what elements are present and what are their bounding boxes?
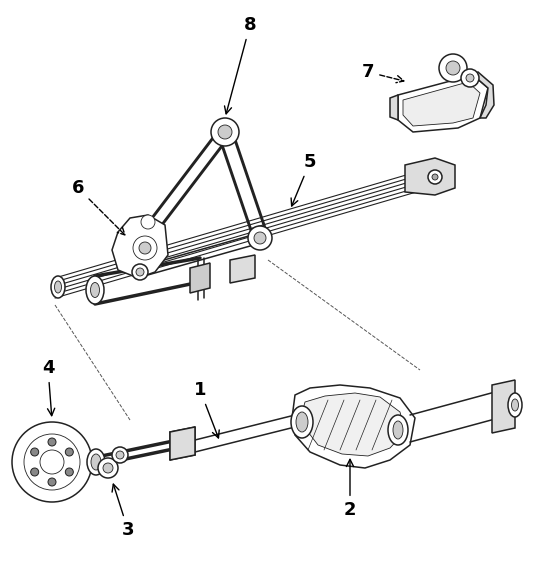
- Ellipse shape: [508, 393, 522, 417]
- Ellipse shape: [393, 421, 403, 439]
- Circle shape: [40, 450, 64, 474]
- Circle shape: [31, 468, 39, 476]
- Text: 1: 1: [194, 381, 219, 438]
- Polygon shape: [398, 75, 488, 132]
- Ellipse shape: [512, 399, 518, 411]
- Circle shape: [428, 170, 442, 184]
- Circle shape: [48, 478, 56, 486]
- Circle shape: [65, 468, 73, 476]
- Circle shape: [24, 434, 80, 490]
- Ellipse shape: [291, 406, 313, 438]
- Circle shape: [141, 215, 155, 229]
- Circle shape: [48, 438, 56, 446]
- Polygon shape: [292, 385, 415, 468]
- Circle shape: [461, 69, 479, 87]
- Text: 7: 7: [362, 63, 404, 83]
- Polygon shape: [403, 82, 480, 126]
- Circle shape: [112, 447, 128, 463]
- Ellipse shape: [86, 276, 104, 304]
- Circle shape: [133, 236, 157, 260]
- Text: 2: 2: [344, 459, 356, 519]
- Circle shape: [98, 458, 118, 478]
- Circle shape: [139, 242, 151, 254]
- Ellipse shape: [87, 449, 105, 475]
- Ellipse shape: [91, 283, 99, 298]
- Polygon shape: [112, 215, 168, 278]
- Polygon shape: [230, 255, 255, 283]
- Polygon shape: [170, 427, 195, 460]
- Ellipse shape: [388, 415, 408, 445]
- Polygon shape: [302, 393, 405, 456]
- Circle shape: [254, 232, 266, 244]
- Text: 3: 3: [112, 484, 134, 539]
- Circle shape: [466, 74, 474, 82]
- Circle shape: [12, 422, 92, 502]
- Polygon shape: [190, 263, 210, 293]
- Text: 6: 6: [72, 179, 125, 235]
- Circle shape: [132, 264, 148, 280]
- Ellipse shape: [51, 276, 65, 298]
- Circle shape: [432, 174, 438, 180]
- Circle shape: [439, 54, 467, 82]
- Circle shape: [446, 61, 460, 75]
- Circle shape: [31, 448, 39, 456]
- Text: 8: 8: [225, 16, 256, 114]
- Ellipse shape: [55, 281, 61, 293]
- Ellipse shape: [91, 454, 101, 470]
- Text: 4: 4: [42, 359, 55, 416]
- Circle shape: [218, 125, 232, 139]
- Circle shape: [103, 463, 113, 473]
- Circle shape: [248, 226, 272, 250]
- Polygon shape: [492, 380, 515, 433]
- Ellipse shape: [296, 412, 308, 432]
- Circle shape: [116, 451, 124, 459]
- Circle shape: [136, 268, 144, 276]
- Text: 5: 5: [291, 153, 316, 206]
- Polygon shape: [390, 95, 398, 120]
- Circle shape: [65, 448, 73, 456]
- Circle shape: [211, 118, 239, 146]
- Polygon shape: [473, 72, 494, 118]
- Polygon shape: [405, 158, 455, 195]
